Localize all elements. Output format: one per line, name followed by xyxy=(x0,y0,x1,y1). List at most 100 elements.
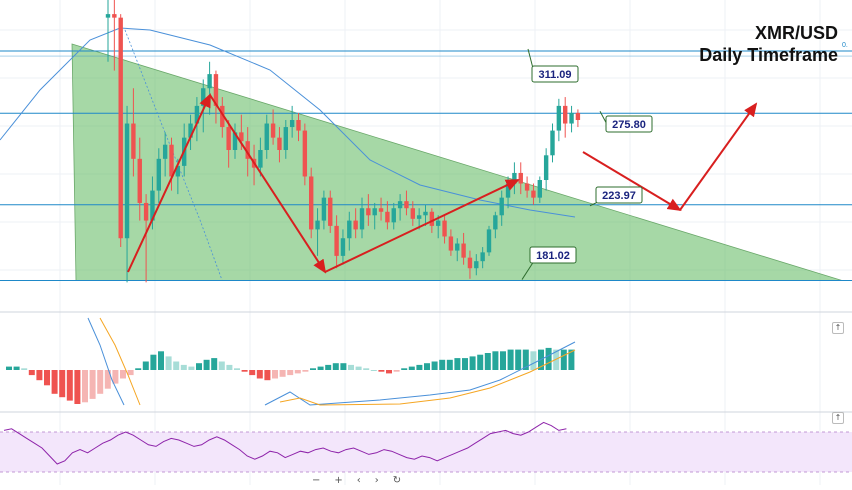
zoom-out-button[interactable]: − xyxy=(312,475,321,486)
pane-maximize-icon-rsi[interactable]: ↑ xyxy=(832,412,844,424)
macd-bar xyxy=(173,361,180,370)
pane-maximize-icon[interactable]: ↑ xyxy=(832,322,844,334)
macd-bar xyxy=(74,370,81,404)
candle-body xyxy=(207,74,212,89)
macd-bar xyxy=(500,351,506,370)
candle-body xyxy=(556,105,562,131)
candle-body xyxy=(423,211,428,216)
macd-bar xyxy=(234,368,240,370)
macd-bar xyxy=(454,358,461,370)
candle-body xyxy=(359,208,365,230)
macd-bar xyxy=(249,370,256,376)
candle-body xyxy=(563,105,568,124)
ma-line xyxy=(0,27,576,218)
candle-body xyxy=(524,183,530,191)
trend-arrow xyxy=(209,94,327,274)
trend-arrow xyxy=(324,179,520,273)
macd-bar xyxy=(97,370,104,394)
candle-body xyxy=(366,208,371,216)
macd-bar xyxy=(469,356,476,370)
macd-bar xyxy=(310,368,316,370)
macd-bar xyxy=(226,364,233,370)
macd-bar xyxy=(135,368,142,370)
macd-bar xyxy=(127,370,134,376)
macd-bar xyxy=(203,359,210,370)
macd-bar xyxy=(211,358,218,370)
candle-body xyxy=(302,130,308,177)
candle-body xyxy=(232,132,238,150)
signal-line xyxy=(279,349,576,406)
macd-bar xyxy=(522,349,529,370)
scroll-right-button[interactable]: › xyxy=(374,475,379,486)
rsi-band xyxy=(0,432,852,472)
macd-bar xyxy=(302,370,309,372)
label-callout xyxy=(521,260,535,280)
macd-bar xyxy=(408,366,415,370)
candle-body xyxy=(480,252,485,262)
candle-body xyxy=(499,197,504,216)
candle-body xyxy=(442,220,447,237)
zoom-in-button[interactable]: + xyxy=(334,475,343,486)
candle-body xyxy=(448,236,454,251)
candle-body xyxy=(239,132,244,142)
moving-average xyxy=(0,27,576,281)
candle-body xyxy=(175,165,181,177)
candle-body xyxy=(429,211,435,226)
candle-body xyxy=(264,123,269,150)
chart-toolbar: − + ‹ › ↻ xyxy=(312,475,402,486)
macd-bar xyxy=(28,370,35,376)
macd-bar xyxy=(332,363,339,370)
macd-bar xyxy=(294,370,301,374)
macd-bar xyxy=(44,370,50,386)
level-label: 275.80 xyxy=(612,119,646,131)
macd-bar xyxy=(363,368,370,370)
candle-body xyxy=(575,112,581,120)
scroll-left-button[interactable]: ‹ xyxy=(356,475,361,486)
level-label: 311.09 xyxy=(538,69,571,81)
candle-body xyxy=(461,243,466,258)
macd-bar xyxy=(51,370,58,394)
candle-body xyxy=(569,112,574,124)
macd-bar xyxy=(264,370,271,381)
candle-body xyxy=(112,14,117,18)
candle-body xyxy=(315,220,320,230)
fib-label: 0. xyxy=(842,42,848,49)
candle-body xyxy=(289,120,295,128)
macd-bar xyxy=(112,370,119,384)
candle-body xyxy=(309,176,314,230)
title-timeframe: Daily Timeframe xyxy=(699,45,838,65)
candle-body xyxy=(486,229,492,253)
candle-body xyxy=(245,141,250,159)
candle-body xyxy=(436,220,441,226)
macd-bar xyxy=(317,366,324,370)
macd-bar xyxy=(256,370,263,379)
macd-bar xyxy=(104,370,111,389)
label-box xyxy=(529,246,577,264)
macd-bar xyxy=(120,370,126,379)
macd-bar xyxy=(241,370,248,372)
rsi-pane xyxy=(0,421,852,473)
candle-body xyxy=(391,208,396,223)
macd-bar xyxy=(188,366,195,370)
macd-bar xyxy=(279,370,286,377)
macd-bar xyxy=(370,370,377,371)
level-label: 181.02 xyxy=(536,250,570,262)
reset-chart-button[interactable]: ↻ xyxy=(392,475,402,486)
candle-body xyxy=(143,202,149,221)
candle-body xyxy=(124,123,130,239)
macd-bar xyxy=(553,349,560,370)
macd-bar xyxy=(530,351,537,370)
macd-bar xyxy=(142,361,149,370)
candle-body xyxy=(137,158,142,203)
candle-body xyxy=(194,105,200,124)
candle-body xyxy=(543,155,549,180)
macd-bar xyxy=(431,361,438,370)
label-box xyxy=(605,115,653,133)
trend-arrow xyxy=(127,93,211,273)
candle-body xyxy=(512,172,517,184)
candle-body xyxy=(213,74,219,106)
macd-bar xyxy=(484,353,491,370)
candle-body xyxy=(340,238,346,256)
candle-body xyxy=(404,201,409,209)
